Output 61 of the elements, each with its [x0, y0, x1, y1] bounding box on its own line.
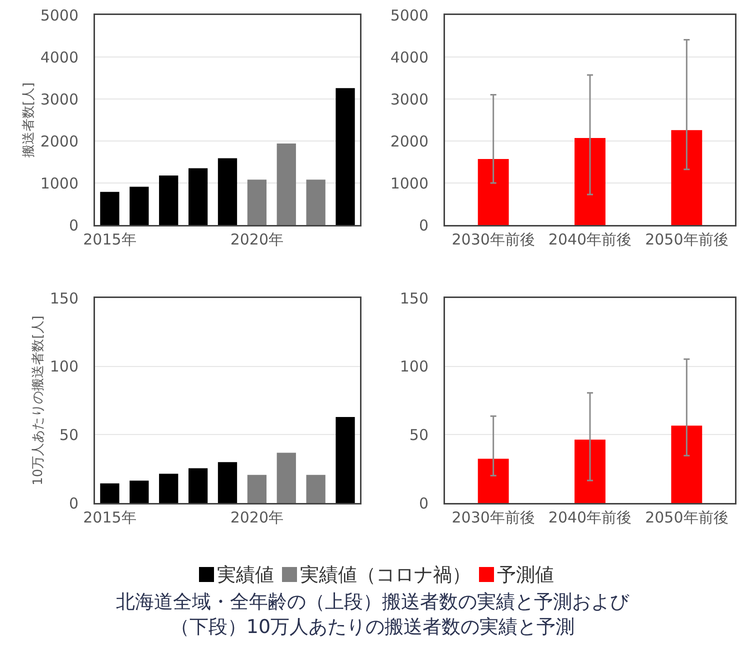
bar [336, 88, 355, 225]
y-tick-label: 3000 [40, 90, 78, 108]
bar [159, 175, 178, 225]
y-axis-title: 搬送者数[人] [22, 82, 37, 158]
x-tick-label: 2050年前後 [645, 230, 728, 248]
x-tick-label: 2030年前後 [452, 508, 535, 526]
bar [130, 186, 149, 225]
x-tick-label: 2015年 [83, 230, 136, 248]
y-tick-label: 1000 [390, 174, 428, 192]
bar [671, 426, 702, 503]
y-tick-label: 150 [400, 289, 428, 308]
y-tick-label: 1000 [40, 174, 78, 192]
bar [276, 452, 296, 503]
x-tick-label: 2040年前後 [548, 230, 632, 248]
y-tick-label: 100 [400, 358, 428, 376]
y-tick-label: 5000 [40, 6, 78, 24]
bar [218, 158, 238, 225]
y-tick-label: 50 [409, 426, 428, 444]
y-tick-label: 5000 [390, 6, 428, 24]
y-tick-label: 0 [68, 216, 78, 234]
bar [218, 462, 238, 503]
y-tick-label: 2000 [40, 132, 78, 150]
x-tick-label: 2020年 [230, 508, 284, 526]
y-tick-label: 50 [59, 426, 78, 444]
x-tick-label: 2020年 [230, 230, 284, 248]
text: （下段）10万人あたりの搬送者数の実績と予測 [169, 615, 576, 640]
y-tick-label: 100 [50, 358, 78, 376]
bar [671, 130, 702, 225]
bar [159, 474, 178, 503]
bar [100, 483, 120, 503]
y-tick-label: 0 [418, 216, 428, 234]
y-tick-label: 0 [68, 494, 78, 512]
legend-label: 実績値（コロナ禍） [300, 564, 471, 586]
bar [247, 180, 267, 225]
y-tick-label: 3000 [390, 90, 428, 108]
y-tick-label: 0 [418, 494, 428, 512]
y-tick-label: 150 [50, 289, 78, 308]
x-tick-label: 2015年 [83, 508, 136, 526]
bar [276, 144, 296, 225]
y-tick-label: 2000 [390, 132, 428, 150]
x-tick-label: 2030年前後 [452, 230, 535, 248]
y-tick-label: 4000 [40, 48, 78, 66]
bar [336, 417, 355, 503]
legend-label: 実績値 [217, 564, 274, 586]
bar [574, 138, 606, 225]
y-tick-label: 4000 [390, 48, 428, 66]
bar [574, 440, 606, 503]
text: 北海道全域・全年齢の（上段）搬送者数の実績と予測および [115, 590, 630, 615]
bar [130, 480, 149, 503]
bar [188, 168, 208, 225]
bar [478, 458, 509, 503]
bar [247, 474, 267, 503]
y-axis-title: 10万人あたりの搬送者数[人] [31, 316, 46, 486]
bar [478, 159, 509, 225]
x-tick-label: 2040年前後 [548, 508, 632, 526]
legend-label: 予測値 [497, 564, 554, 586]
bar [100, 192, 120, 225]
bar [306, 474, 326, 503]
x-tick-label: 2050年前後 [645, 508, 728, 526]
bar [306, 180, 326, 225]
bar [188, 468, 208, 503]
